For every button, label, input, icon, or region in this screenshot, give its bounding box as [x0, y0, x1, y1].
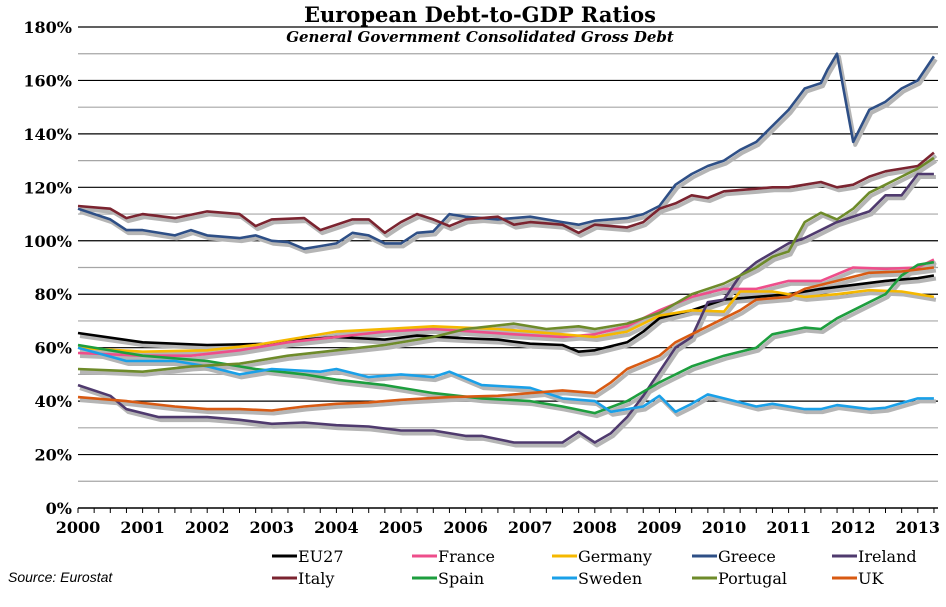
y-tick-label: 100% — [23, 232, 72, 251]
x-tick-label: 2007 — [508, 518, 553, 537]
gridlines — [78, 26, 938, 509]
legend-item-greece: Greece — [692, 547, 776, 566]
x-tick-label: 2003 — [250, 518, 295, 537]
x-tick-label: 2012 — [831, 518, 876, 537]
legend-item-portugal: Portugal — [692, 569, 787, 588]
series-lines — [77, 52, 938, 448]
legend-label: France — [438, 547, 495, 566]
legend-item-france: France — [412, 547, 495, 566]
x-tick-label: 2000 — [56, 518, 101, 537]
legend-item-germany: Germany — [552, 547, 652, 566]
y-tick-label: 40% — [35, 392, 72, 411]
legend-label: Sweden — [578, 569, 642, 588]
y-tick-label: 80% — [35, 285, 72, 304]
x-tick-label: 2004 — [314, 518, 359, 537]
y-tick-label: 60% — [35, 339, 72, 358]
source-note: Source: Eurostat — [8, 569, 113, 585]
y-tick-label: 20% — [35, 446, 72, 465]
legend-label: Greece — [718, 547, 776, 566]
legend-label: Portugal — [718, 569, 787, 588]
legend-item-spain: Spain — [412, 569, 484, 588]
y-axis-ticks: 0% 20% 40% 60% 80% 100% 120% 140% 160% 180% — [23, 18, 72, 518]
series-line-italy — [77, 151, 935, 235]
series-line-ireland — [77, 172, 934, 444]
x-tick-label: 2013 — [896, 518, 941, 537]
y-tick-label: 160% — [23, 71, 72, 90]
x-tick-label: 2010 — [702, 518, 747, 537]
series-line-france — [77, 258, 935, 357]
series-line-spain — [77, 260, 935, 415]
chart-title: European Debt-to-GDP Ratios — [304, 2, 656, 27]
legend-item-uk: UK — [832, 569, 884, 588]
series-line-portugal — [77, 156, 935, 373]
series-line-eu27 — [77, 274, 935, 353]
legend-item-ireland: Ireland — [832, 547, 917, 566]
legend: EU27 France Germany Greece Ireland Italy Spain… — [272, 547, 917, 588]
x-tick-label: 2006 — [443, 518, 488, 537]
legend-item-sweden: Sweden — [552, 569, 642, 588]
x-tick-label: 2005 — [379, 518, 424, 537]
legend-label: Spain — [438, 569, 484, 588]
y-tick-label: 120% — [23, 178, 72, 197]
x-tick-label: 2002 — [185, 518, 230, 537]
y-tick-label: 0% — [46, 499, 72, 518]
series-line-uk — [77, 266, 935, 412]
series-shadow-italy — [79, 154, 938, 238]
legend-item-eu27: EU27 — [272, 547, 344, 566]
series-line-germany — [77, 288, 935, 353]
x-tick-label: 2009 — [637, 518, 682, 537]
x-tick-label: 2008 — [573, 518, 618, 537]
series-line-greece — [77, 52, 935, 251]
legend-label: EU27 — [298, 547, 344, 566]
y-tick-label: 180% — [23, 18, 72, 37]
series-line-sweden — [77, 346, 934, 414]
x-tick-label: 2011 — [766, 518, 811, 537]
x-axis-ticks: 2000 2001 2002 2003 2004 2005 2006 2007 2008 2009… — [56, 508, 940, 537]
legend-label: Germany — [578, 547, 652, 566]
series-shadow-ireland — [79, 175, 936, 448]
y-tick-label: 140% — [23, 125, 72, 144]
legend-label: Italy — [298, 569, 334, 588]
legend-label: UK — [858, 569, 884, 588]
legend-item-italy: Italy — [272, 569, 334, 588]
x-tick-label: 2001 — [120, 518, 165, 537]
chart-subtitle: General Government Consolidated Gross De… — [286, 28, 674, 46]
legend-label: Ireland — [858, 547, 917, 566]
